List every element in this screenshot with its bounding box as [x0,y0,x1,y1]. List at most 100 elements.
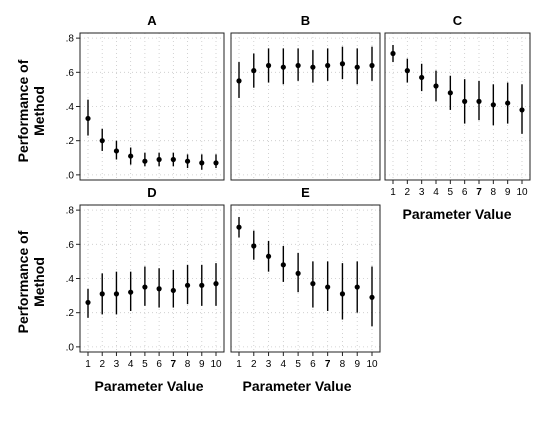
x-tick-label: 2 [251,359,257,370]
data-point [462,98,468,104]
data-point [433,83,439,89]
x-tick-label: 3 [419,187,425,198]
data-point [236,224,242,230]
y-tick-label: .4 [66,102,75,113]
x-tick-label: 8 [491,187,497,198]
panel-d: D .0 .2 .4 .6 .8 1 2 3 4 5 6 7 8 9 10 [66,185,225,370]
data-point [339,61,346,67]
y-tick-label: .8 [66,206,75,217]
panel-c: C 1 2 3 4 5 6 7 8 9 10 [384,13,531,198]
data-point [184,282,191,288]
data-point [213,160,219,166]
x-tick-label: 1 [85,359,91,370]
panel-e: E 1 2 3 4 5 6 7 8 9 10 [230,185,381,370]
x-tick-label: 7 [325,359,331,370]
x-tick-label: 2 [405,187,411,198]
panel-frame-e [230,204,381,353]
data-point [128,153,134,159]
y-axis-title-row2-line2: Method [31,257,47,307]
x-axis-title-panel-c: Parameter Value [403,206,512,222]
data-point [170,156,176,163]
data-point [295,270,301,276]
data-point [142,158,148,164]
x-tick-label: 9 [199,359,205,370]
panel-title-d: D [147,185,156,200]
x-tick-label: 2 [99,359,105,370]
data-point [447,90,453,96]
x-axis-title-panel-d: Parameter Value [95,378,204,394]
x-tick-label: 7 [476,187,482,198]
data-point [170,287,176,294]
y-axis-title-row2-line1: Performance of [15,230,31,333]
x-tick-label: 5 [142,359,148,370]
data-point [310,64,316,70]
data-point [236,78,242,84]
x-tick-label: 5 [448,187,454,198]
x-tick-label: 4 [128,359,134,370]
panel-title-c: C [453,13,463,28]
x-tick-label: 6 [462,187,468,198]
data-point [99,291,105,297]
panels: A.0.2.4.6.8B C1 2 3 4 5 6 7 8 9 10D.0.2.4.6.81 2 3 4 5… [66,13,531,370]
data-point [251,68,257,74]
data-point [325,62,331,69]
data-point [404,68,410,74]
data-point [369,62,375,69]
data-point [213,281,219,287]
y-tick-label: .0 [66,170,75,181]
data-point [280,262,286,268]
x-tick-label: 8 [340,359,346,370]
data-point [85,115,91,122]
data-point [476,98,482,104]
data-point [369,294,375,300]
x-tick-label: 4 [281,359,287,370]
x-tick-label: 10 [366,359,378,370]
x-tick-label: 3 [114,359,120,370]
data-point [490,102,496,108]
data-point [419,74,425,81]
data-point [280,64,286,70]
data-point [113,291,120,297]
data-point [265,253,272,259]
data-point [265,62,272,69]
data-point [156,156,162,163]
y-tick-label: .4 [66,274,75,285]
data-point [142,284,148,290]
data-point [505,100,511,106]
data-point [251,243,257,249]
x-axis-title-panel-e: Parameter Value [243,378,352,394]
x-tick-label: 9 [354,359,360,370]
data-point [354,64,360,70]
data-point [339,291,346,297]
data-point [519,107,525,113]
x-tick-label: 6 [156,359,162,370]
x-tick-label: 3 [266,359,272,370]
data-point [99,138,105,144]
y-tick-label: .2 [66,136,75,147]
data-point [113,148,120,154]
panel-title-a: A [147,13,157,28]
data-point [325,284,331,290]
x-tick-label: 8 [185,359,191,370]
y-tick-label: .6 [66,68,75,79]
panel-a: A .0 .2 .4 .6 .8 [66,13,225,181]
data-point [184,158,191,164]
panel-frame-c [384,32,531,181]
data-point [390,50,396,57]
data-point [156,286,162,292]
x-tick-label: 10 [516,187,528,198]
x-tick-label: 1 [390,187,396,198]
data-point [354,284,360,290]
y-tick-label: .6 [66,240,75,251]
x-tick-label: 5 [295,359,301,370]
panel-frame-b [230,32,381,181]
x-tick-label: 7 [171,359,177,370]
y-tick-label: .0 [66,342,75,353]
x-tick-label: 10 [210,359,222,370]
data-point [310,281,316,287]
y-axis-title-row1-line2: Method [31,86,47,136]
data-point [85,299,91,306]
data-point [199,282,205,288]
panel-title-b: B [301,13,310,28]
panel-b: B [230,13,381,181]
